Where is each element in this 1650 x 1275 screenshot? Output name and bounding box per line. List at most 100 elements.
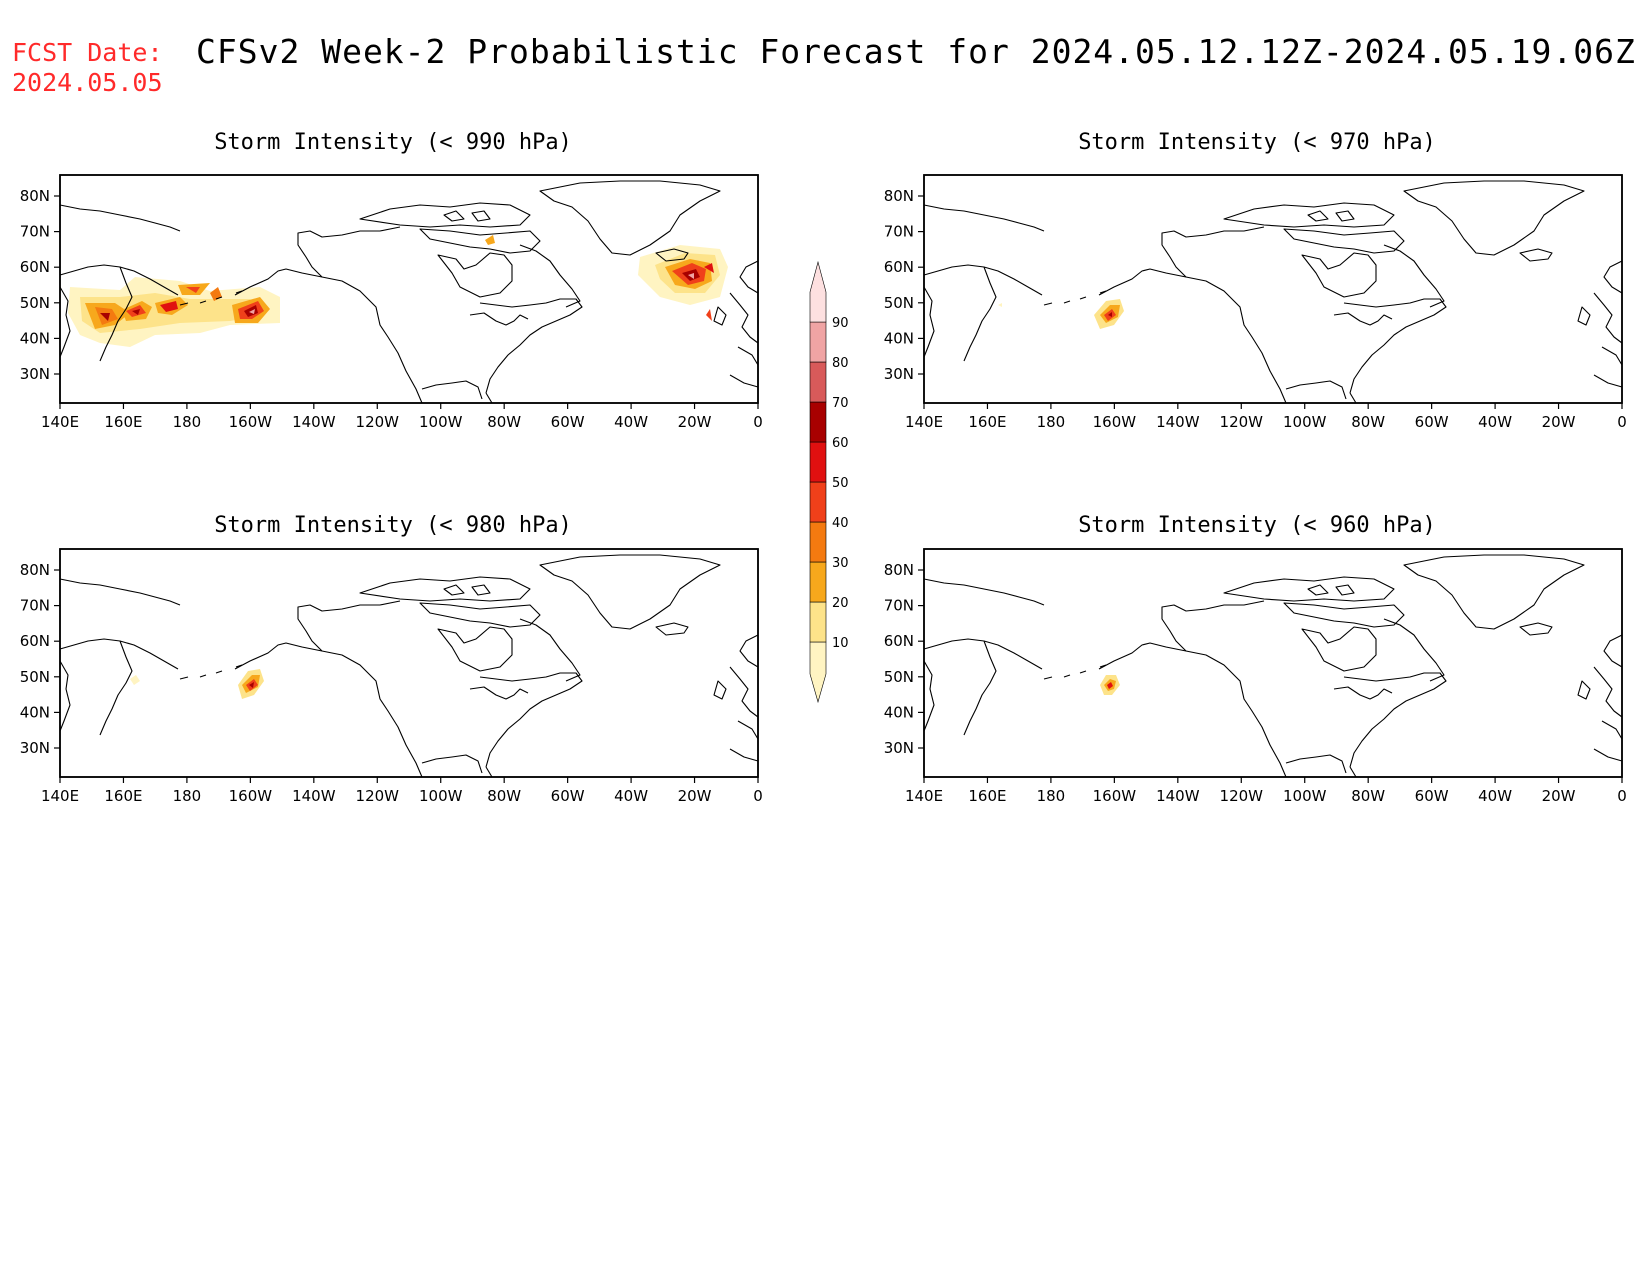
coastline-path bbox=[729, 748, 759, 762]
forecast-date-block: FCST Date: 2024.05.05 bbox=[12, 38, 163, 98]
lon-tick-label: 0 bbox=[753, 413, 763, 431]
coastline-path bbox=[1333, 686, 1393, 700]
coastline-path bbox=[1577, 306, 1591, 326]
lon-tick-label: 140W bbox=[1156, 413, 1200, 431]
colorbar-label: 50 bbox=[832, 476, 849, 491]
coastline-path bbox=[1603, 260, 1623, 294]
coastline-path bbox=[1349, 766, 1357, 778]
coastline-path bbox=[99, 266, 133, 362]
coastline-path bbox=[739, 260, 759, 294]
coastline-path bbox=[1519, 622, 1553, 636]
coastline-path bbox=[655, 248, 689, 262]
coastline-path bbox=[923, 660, 935, 732]
colorbar-label: 60 bbox=[832, 436, 849, 451]
coastline-path bbox=[215, 670, 223, 674]
coastline-path bbox=[737, 720, 759, 740]
lon-tick-label: 0 bbox=[1617, 787, 1627, 805]
coastline-path bbox=[655, 622, 689, 636]
lon-tick-label: 180 bbox=[173, 787, 202, 805]
map-frame bbox=[59, 548, 759, 778]
coastline-path bbox=[1099, 290, 1107, 294]
lon-tick-label: 160W bbox=[1093, 413, 1137, 431]
coastline-path bbox=[1577, 680, 1591, 700]
map-panel-970: 80N 70N 60N 50N 40N 30N 140E 160E 180 160W 140W 120… bbox=[884, 174, 1627, 431]
coastline-path bbox=[1603, 634, 1623, 668]
map-frame bbox=[923, 174, 1623, 404]
coastline-path bbox=[1335, 210, 1355, 222]
colorbar-box bbox=[809, 561, 827, 603]
coastline-path bbox=[443, 584, 465, 596]
colorbar-label: 80 bbox=[832, 356, 849, 371]
lon-tick-label: 100W bbox=[419, 413, 463, 431]
probability-shading bbox=[130, 669, 264, 699]
panel-title-960: Storm Intensity (< 960 hPa) bbox=[1078, 513, 1436, 538]
coastline-path bbox=[1283, 228, 1405, 254]
coastline-path bbox=[437, 626, 513, 672]
coastline-path bbox=[297, 226, 401, 278]
coastline-path bbox=[215, 296, 223, 300]
coastline-path bbox=[1043, 676, 1053, 680]
coastline-path bbox=[1593, 292, 1623, 344]
lat-tick-label: 60N bbox=[20, 632, 50, 650]
coastline-path bbox=[479, 298, 583, 394]
coastline-path bbox=[737, 346, 759, 366]
coastline-path bbox=[1283, 602, 1405, 628]
coastline-path bbox=[359, 576, 531, 602]
lon-tick-label: 160E bbox=[968, 413, 1006, 431]
lon-tick-label: 20W bbox=[1542, 413, 1576, 431]
lat-tick-label: 50N bbox=[20, 294, 50, 312]
lon-tick-label: 160W bbox=[229, 413, 273, 431]
coastline-path bbox=[519, 618, 581, 682]
coastline-path bbox=[1161, 226, 1265, 278]
coastline-path bbox=[963, 640, 997, 736]
coastline-path bbox=[1349, 392, 1357, 404]
lon-tick-label: 100W bbox=[419, 787, 463, 805]
colorbar-box bbox=[809, 361, 827, 403]
coastline-path bbox=[1098, 268, 1287, 404]
coastline-path bbox=[1285, 754, 1347, 774]
lat-tick-label: 80N bbox=[20, 187, 50, 205]
lon-tick-label: 140W bbox=[292, 787, 336, 805]
lat-tick-label: 70N bbox=[20, 223, 50, 241]
coastline-path bbox=[479, 672, 583, 768]
coastline-path bbox=[729, 292, 759, 344]
coastline-path bbox=[1519, 248, 1553, 262]
lon-tick-label: 160W bbox=[229, 787, 273, 805]
coastline-path bbox=[1383, 618, 1445, 682]
colorbar-box bbox=[809, 321, 827, 363]
colorbar-label: 40 bbox=[832, 516, 849, 531]
lon-tick-label: 0 bbox=[753, 787, 763, 805]
lon-tick-label: 80W bbox=[487, 413, 521, 431]
lon-tick-label: 160E bbox=[104, 787, 142, 805]
lon-tick-label: 60W bbox=[1415, 787, 1449, 805]
coastline-path bbox=[359, 202, 531, 228]
lon-tick-label: 80W bbox=[487, 787, 521, 805]
coastline-path bbox=[235, 290, 243, 294]
lon-tick-label: 120W bbox=[1220, 413, 1264, 431]
coastline-path bbox=[234, 642, 423, 778]
probability-shading bbox=[998, 299, 1124, 329]
lat-tick-label: 70N bbox=[20, 597, 50, 615]
lat-tick-label: 30N bbox=[884, 739, 914, 757]
forecast-date-value: 2024.05.05 bbox=[12, 68, 163, 97]
page-title: CFSv2 Week-2 Probabilistic Forecast for … bbox=[196, 32, 1636, 71]
lat-tick-label: 50N bbox=[20, 668, 50, 686]
lon-tick-label: 140W bbox=[1156, 787, 1200, 805]
probability-shading bbox=[68, 235, 728, 347]
coastline-path bbox=[713, 306, 727, 326]
lat-tick-label: 50N bbox=[884, 294, 914, 312]
coastline-path bbox=[713, 680, 727, 700]
lat-tick-label: 30N bbox=[884, 365, 914, 383]
lon-tick-label: 140E bbox=[41, 413, 79, 431]
colorbar-box bbox=[809, 260, 827, 323]
lon-tick-label: 120W bbox=[356, 787, 400, 805]
coastline-path bbox=[923, 204, 1045, 232]
lon-tick-label: 160E bbox=[104, 413, 142, 431]
lat-tick-label: 70N bbox=[884, 223, 914, 241]
coastline-path bbox=[234, 268, 423, 404]
colorbar-box bbox=[809, 521, 827, 563]
lon-tick-label: 160W bbox=[1093, 787, 1137, 805]
coastline-path bbox=[539, 180, 721, 256]
lon-tick-label: 40W bbox=[1478, 413, 1512, 431]
coastline-path bbox=[1063, 300, 1071, 304]
